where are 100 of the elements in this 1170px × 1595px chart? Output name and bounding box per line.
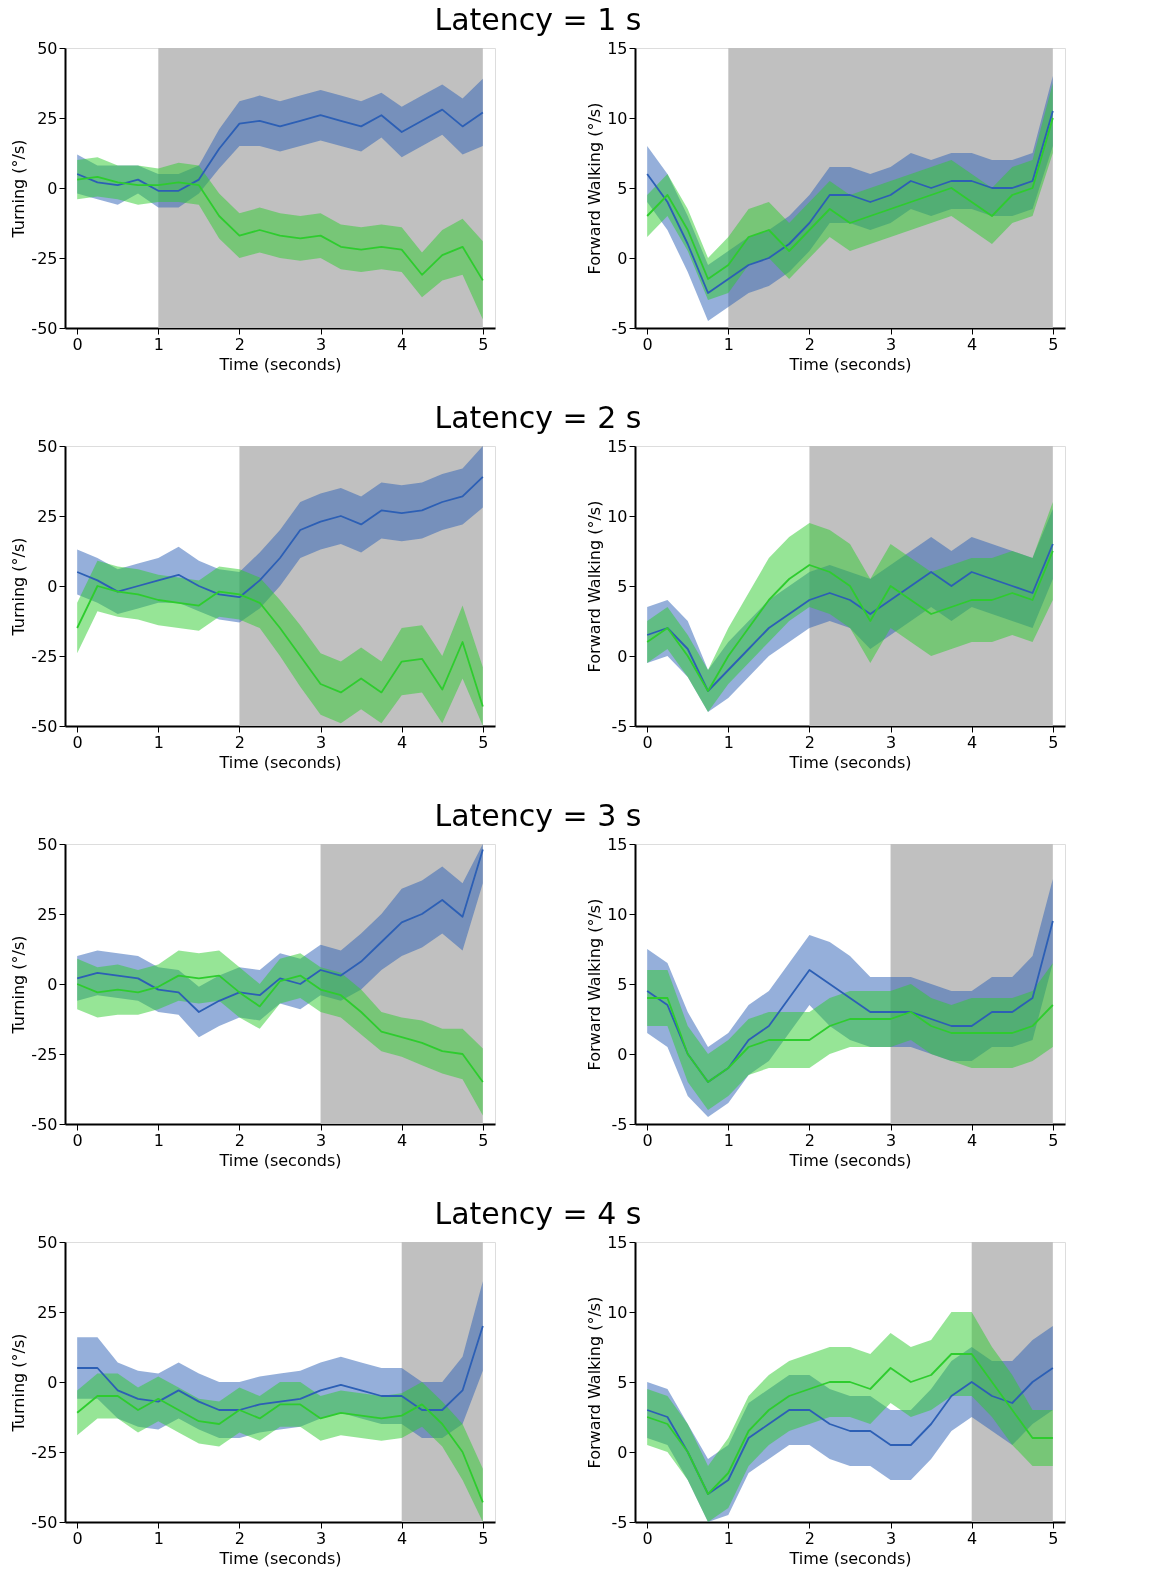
y-axis-title: Turning (°/s) [9, 1333, 29, 1433]
x-axis-title: Time (seconds) [788, 354, 912, 374]
line-series [76, 1395, 484, 1504]
x-tick-label: 5 [1048, 1528, 1059, 1548]
x-tick-label: 2 [234, 1528, 246, 1548]
y-axis-title: Turning (°/s) [9, 935, 29, 1035]
y-tick-label: 5 [617, 974, 628, 994]
y-tick-label: 10 [607, 108, 628, 128]
y-tick-label: -25 [31, 646, 58, 666]
x-tick-label: 1 [723, 334, 734, 354]
line-series [76, 1325, 484, 1411]
x-tick-label: 2 [804, 1528, 816, 1548]
y-tick-label: -25 [31, 248, 58, 268]
line-series [76, 475, 484, 599]
x-axis-title: Time (seconds) [218, 752, 342, 772]
x-axis-title: Time (seconds) [788, 1548, 912, 1568]
y-tick-label: 0 [617, 1442, 628, 1462]
y-tick-label: -5 [611, 1512, 628, 1532]
y-tick-label: 10 [607, 1302, 628, 1322]
x-axis-title: Time (seconds) [788, 752, 912, 772]
y-tick-label: 0 [617, 646, 628, 666]
y-tick-label: 5 [617, 576, 628, 596]
x-tick-label: 2 [804, 334, 816, 354]
x-tick-label: 0 [72, 334, 83, 354]
y-tick-label: -50 [31, 1512, 58, 1532]
x-tick-label: 3 [315, 732, 327, 752]
x-tick-label: 4 [967, 1528, 978, 1548]
x-tick-label: 0 [72, 1528, 83, 1548]
x-tick-label: 5 [478, 1130, 489, 1150]
x-tick-label: 3 [315, 334, 327, 354]
y-tick-label: -50 [31, 1114, 58, 1134]
y-tick-label: 25 [37, 904, 58, 924]
y-tick-label: 0 [47, 576, 58, 596]
y-axis-title: Turning (°/s) [9, 139, 29, 239]
chart-title: Latency = 2 s [434, 399, 642, 435]
y-tick-label: 15 [607, 1232, 628, 1252]
x-tick-label: 0 [642, 334, 653, 354]
y-tick-label: 50 [37, 38, 58, 58]
line-series [76, 974, 484, 1083]
x-tick-label: 2 [804, 1130, 816, 1150]
x-tick-label: 4 [397, 334, 408, 354]
x-tick-label: 4 [397, 1130, 408, 1150]
x-tick-label: 5 [1048, 334, 1059, 354]
y-tick-label: 25 [37, 506, 58, 526]
x-tick-label: 1 [153, 1130, 164, 1150]
x-tick-label: 5 [1048, 732, 1059, 752]
y-tick-label: -5 [611, 716, 628, 736]
line-series [76, 108, 484, 192]
y-tick-label: 0 [47, 178, 58, 198]
x-tick-label: 5 [1048, 1130, 1059, 1150]
x-tick-label: 0 [642, 1528, 653, 1548]
x-tick-label: 5 [478, 732, 489, 752]
line-series [76, 848, 484, 1013]
x-tick-label: 0 [642, 1130, 653, 1150]
x-tick-label: 3 [885, 334, 897, 354]
x-tick-label: 0 [72, 732, 83, 752]
y-tick-label: 25 [37, 1302, 58, 1322]
y-tick-label: 5 [617, 1372, 628, 1392]
y-tick-label: 25 [37, 108, 58, 128]
x-axis-title: Time (seconds) [218, 354, 342, 374]
y-tick-label: 0 [617, 248, 628, 268]
x-tick-label: 1 [153, 334, 164, 354]
chart-title: Latency = 1 s [434, 1, 642, 37]
x-tick-label: 5 [478, 334, 489, 354]
y-tick-label: 15 [607, 38, 628, 58]
x-tick-label: 4 [967, 1130, 978, 1150]
x-tick-label: 3 [315, 1528, 327, 1548]
y-axis-title: Forward Walking (°/s) [585, 898, 605, 1071]
x-axis-title: Time (seconds) [218, 1150, 342, 1170]
y-tick-label: 50 [37, 834, 58, 854]
y-tick-label: -5 [611, 1114, 628, 1134]
x-tick-label: 3 [885, 1130, 897, 1150]
y-tick-label: 5 [617, 178, 628, 198]
y-tick-label: 15 [607, 436, 628, 456]
y-tick-label: 50 [37, 1232, 58, 1252]
y-tick-label: -50 [31, 716, 58, 736]
x-tick-label: 3 [885, 1528, 897, 1548]
x-tick-label: 2 [234, 1130, 246, 1150]
x-tick-label: 1 [723, 1130, 734, 1150]
line-series [76, 175, 484, 282]
x-axis-title: Time (seconds) [788, 1150, 912, 1170]
x-tick-label: 0 [642, 732, 653, 752]
x-axis-title: Time (seconds) [218, 1548, 342, 1568]
x-tick-label: 3 [315, 1130, 327, 1150]
x-tick-label: 4 [397, 1528, 408, 1548]
y-tick-label: 10 [607, 904, 628, 924]
x-tick-label: 4 [967, 732, 978, 752]
x-tick-label: 3 [885, 732, 897, 752]
x-tick-label: 2 [234, 334, 246, 354]
x-tick-label: 1 [723, 1528, 734, 1548]
y-axis-title: Forward Walking (°/s) [585, 1296, 605, 1469]
x-tick-label: 1 [153, 1528, 164, 1548]
x-tick-label: 0 [72, 1130, 83, 1150]
y-axis-title: Turning (°/s) [9, 537, 29, 637]
y-tick-label: -5 [611, 318, 628, 338]
line-series [646, 997, 1054, 1083]
y-tick-label: 15 [607, 834, 628, 854]
x-tick-label: 4 [397, 732, 408, 752]
y-axis-title: Forward Walking (°/s) [585, 102, 605, 275]
y-tick-label: 10 [607, 506, 628, 526]
